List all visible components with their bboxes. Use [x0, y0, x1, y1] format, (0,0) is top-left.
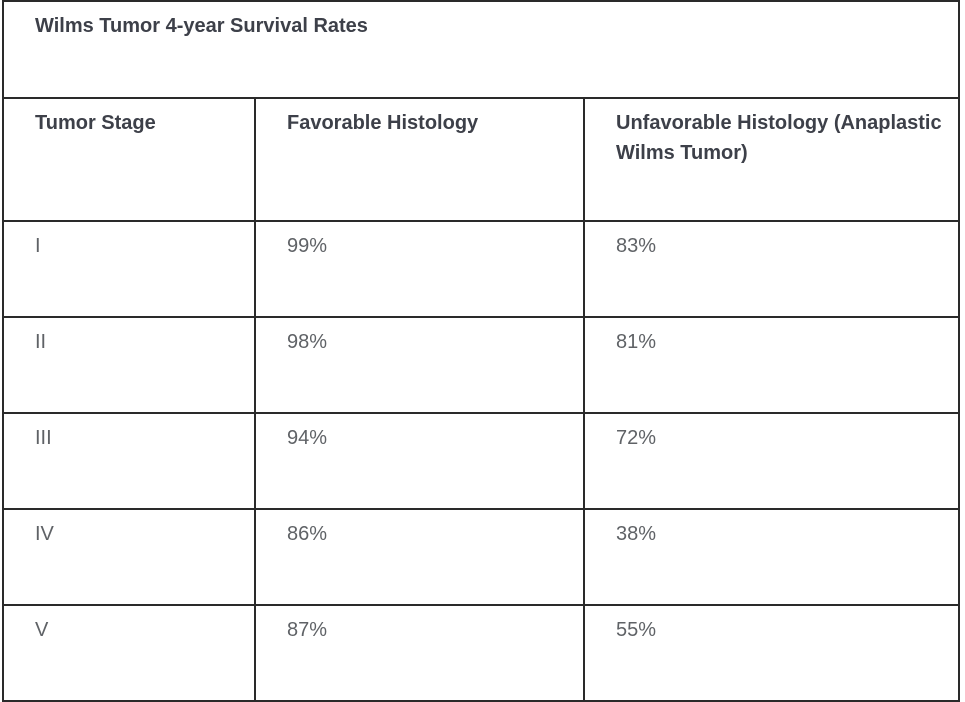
favorable-value-cell: 87%	[254, 604, 585, 702]
table-row-stage-3: III 94% 72%	[2, 412, 961, 510]
unfavorable-value-cell: 38%	[582, 508, 961, 606]
favorable-value-cell: 86%	[254, 508, 585, 606]
table-title: Wilms Tumor 4-year Survival Rates	[1, 0, 961, 99]
stage-cell: IV	[2, 508, 256, 606]
column-header-tumor-stage: Tumor Stage	[2, 97, 256, 222]
table-row-stage-1: I 99% 83%	[2, 220, 961, 318]
unfavorable-value-cell: 81%	[582, 316, 961, 414]
unfavorable-value-cell: 55%	[582, 604, 961, 702]
favorable-value-cell: 99%	[254, 220, 585, 318]
table-title-row: Wilms Tumor 4-year Survival Rates	[1, 0, 961, 99]
favorable-value-cell: 98%	[254, 316, 585, 414]
favorable-value-cell: 94%	[254, 412, 585, 510]
table-row-stage-5: V 87% 55%	[2, 604, 961, 702]
stage-cell: V	[2, 604, 256, 702]
unfavorable-value-cell: 83%	[582, 220, 961, 318]
table-row-stage-4: IV 86% 38%	[2, 508, 961, 606]
column-header-favorable-histology: Favorable Histology	[254, 97, 585, 222]
column-header-unfavorable-histology: Unfavorable Histology (Anaplastic Wilms …	[582, 97, 961, 222]
unfavorable-value-cell: 72%	[582, 412, 961, 510]
table-header-row: Tumor Stage Favorable Histology Unfavora…	[2, 97, 961, 222]
stage-cell: I	[2, 220, 256, 318]
stage-cell: III	[2, 412, 256, 510]
stage-cell: II	[2, 316, 256, 414]
table-row-stage-2: II 98% 81%	[2, 316, 961, 414]
